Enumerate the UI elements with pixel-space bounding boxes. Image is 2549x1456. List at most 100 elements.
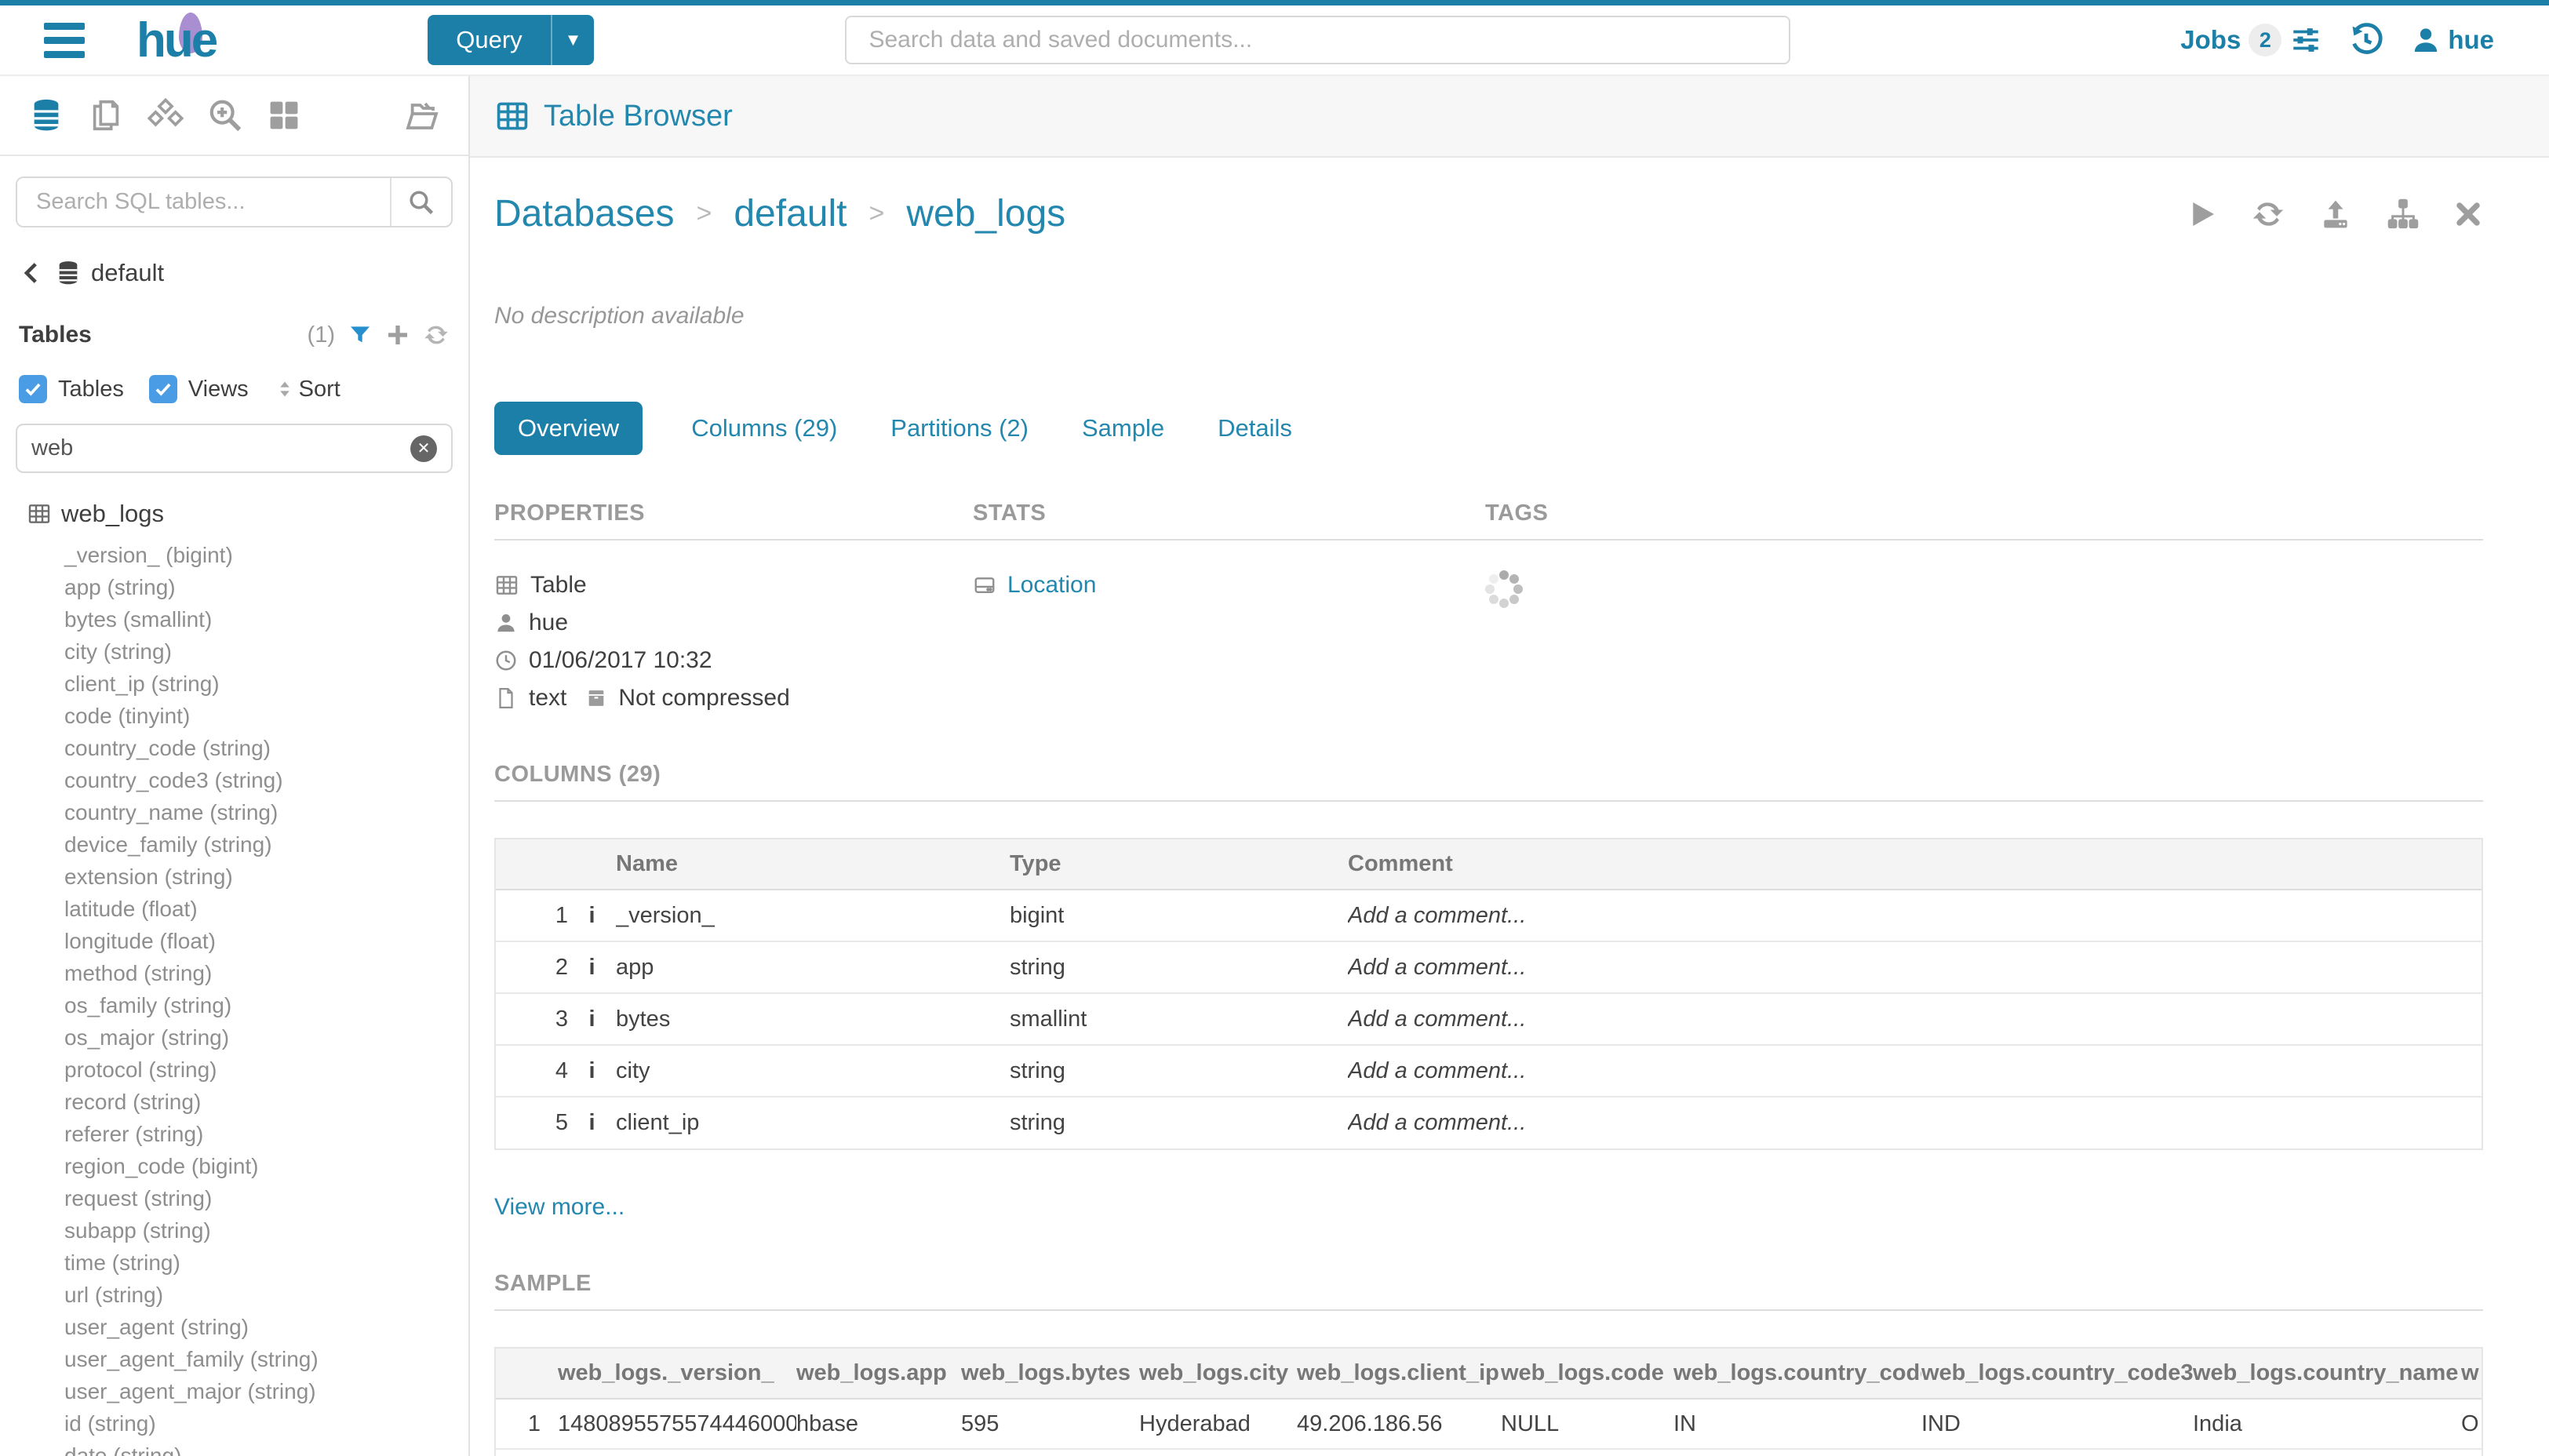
sidebar-column-item[interactable]: time (string)	[64, 1250, 180, 1276]
database-breadcrumb[interactable]: default	[19, 259, 468, 287]
add-table-icon[interactable]	[385, 322, 410, 348]
refresh-table-button[interactable]	[2251, 197, 2285, 231]
column-name-link[interactable]: client_ip	[616, 1110, 700, 1135]
info-icon[interactable]: i	[568, 941, 616, 994]
sidebar-column-item[interactable]: _version_ (bigint)	[64, 543, 233, 568]
views-checkbox[interactable]	[148, 375, 177, 404]
archive-icon	[589, 690, 604, 706]
hue-logo[interactable]: hue	[137, 12, 218, 68]
global-search-input[interactable]	[845, 16, 1791, 64]
sidebar-column-item[interactable]: region_code (bigint)	[64, 1154, 259, 1179]
stats-title: STATS	[973, 500, 1047, 526]
sidebar-column-item[interactable]: os_family (string)	[64, 993, 232, 1018]
sidebar-column-item[interactable]: bytes (smallint)	[64, 607, 213, 632]
sidebar-column-item[interactable]: extension (string)	[64, 864, 233, 890]
refresh-tables-icon[interactable]	[423, 322, 450, 348]
sidebar-column-item[interactable]: user_agent_family (string)	[64, 1347, 319, 1372]
view-more-link[interactable]: View more...	[494, 1194, 625, 1220]
sidebar-column-item[interactable]: os_major (string)	[64, 1025, 230, 1050]
table-name-filter-input[interactable]	[31, 435, 410, 462]
sql-table-search-input[interactable]	[17, 178, 390, 227]
history-button[interactable]	[2349, 23, 2383, 57]
column-name-link[interactable]: app	[616, 941, 1010, 994]
column-name-link[interactable]: city	[616, 1045, 1010, 1097]
search-assist-icon[interactable]	[207, 97, 243, 133]
column-comment[interactable]: Add a comment...	[1348, 993, 2482, 1046]
breadcrumb-item[interactable]: default	[734, 193, 847, 235]
column-name-link[interactable]: bytes	[616, 993, 1010, 1046]
import-button[interactable]	[2318, 197, 2353, 231]
sort-control[interactable]: Sort	[274, 377, 340, 402]
functions-assist-icon[interactable]	[147, 97, 184, 133]
sidebar-column-item[interactable]: url (string)	[64, 1283, 164, 1308]
assist-sidebar: default Tables (1)	[0, 76, 470, 1456]
sidebar-column-item[interactable]: user_agent_major (string)	[64, 1379, 316, 1404]
table-tree-item[interactable]: web_logs	[27, 500, 468, 528]
tab-partitions-2[interactable]: Partitions (2)	[886, 402, 1033, 455]
tab-overview[interactable]: Overview	[494, 402, 643, 455]
overview-sections: PROPERTIES Table	[494, 500, 2483, 712]
sidebar-column-item[interactable]: referer (string)	[64, 1122, 204, 1147]
info-icon[interactable]: i	[568, 890, 616, 942]
sidebar-column-item[interactable]: method (string)	[64, 961, 213, 986]
menu-button[interactable]	[44, 22, 85, 58]
column-comment[interactable]: Add a comment...	[1348, 941, 2482, 994]
sidebar-column-item[interactable]: date (string)	[64, 1443, 182, 1456]
table-description[interactable]: No description available	[494, 303, 745, 329]
info-icon[interactable]: i	[568, 993, 616, 1046]
views-checkbox-label[interactable]: Views	[188, 376, 249, 402]
user-menu[interactable]: hue	[2410, 24, 2494, 56]
location-link[interactable]: Location	[1007, 572, 1097, 598]
column-comment[interactable]: Add a comment...	[1348, 890, 2482, 942]
sidebar-column-item[interactable]: id (string)	[64, 1411, 156, 1436]
sidebar-column-item[interactable]: latitude (float)	[64, 897, 198, 922]
query-caret-button[interactable]: ▼	[550, 15, 595, 65]
sample-title: SAMPLE	[494, 1271, 592, 1296]
column-comment[interactable]: Add a comment...	[1348, 1110, 1527, 1135]
breadcrumb-item[interactable]: web_logs	[906, 193, 1066, 235]
documents-assist-icon[interactable]	[88, 97, 124, 133]
tab-sample[interactable]: Sample	[1077, 402, 1169, 455]
sidebar-column-item[interactable]: country_code3 (string)	[64, 768, 283, 793]
sidebar-column-item[interactable]: client_ip (string)	[64, 672, 220, 697]
sql-assist-icon[interactable]	[28, 97, 64, 133]
sidebar-column-item[interactable]: city (string)	[64, 639, 172, 664]
sidebar-column-item[interactable]: request (string)	[64, 1186, 213, 1211]
drive-icon	[974, 577, 995, 593]
sidebar-column-item[interactable]: subapp (string)	[64, 1218, 211, 1243]
sliders-icon[interactable]	[2289, 24, 2322, 56]
database-name: default	[91, 259, 165, 287]
sidebar-column-item[interactable]: code (tinyint)	[64, 704, 191, 729]
sidebar-column-item[interactable]: protocol (string)	[64, 1057, 217, 1083]
sidebar-column-item[interactable]: longitude (float)	[64, 929, 217, 954]
tables-checkbox-label[interactable]: Tables	[58, 376, 124, 402]
apps-grid-icon[interactable]	[267, 98, 301, 133]
query-button[interactable]: Query	[428, 15, 551, 65]
breadcrumb-item[interactable]: Databases	[494, 193, 675, 235]
sidebar-column-item[interactable]: record (string)	[64, 1090, 202, 1115]
sidebar-column-item[interactable]: user_agent (string)	[64, 1315, 249, 1340]
sidebar-column-item[interactable]: app (string)	[64, 575, 176, 600]
column-comment[interactable]: Add a comment...	[1348, 1045, 2482, 1097]
database-icon	[59, 261, 78, 285]
info-icon[interactable]: i	[588, 1110, 595, 1135]
tab-columns-29[interactable]: Columns (29)	[686, 402, 842, 455]
sidebar-column-item[interactable]: country_name (string)	[64, 800, 279, 825]
folder-open-icon[interactable]	[402, 96, 440, 134]
table-browser-icon	[497, 102, 528, 130]
tables-checkbox[interactable]	[19, 375, 47, 404]
clear-filter-icon[interactable]: ✕	[410, 435, 437, 462]
sql-table-search-button[interactable]	[390, 178, 451, 227]
close-button[interactable]	[2453, 199, 2483, 229]
filter-icon[interactable]	[348, 322, 373, 348]
tab-details[interactable]: Details	[1213, 402, 1297, 455]
sidebar-column-item[interactable]: country_code (string)	[64, 736, 271, 761]
column-name-link[interactable]: _version_	[616, 890, 1010, 942]
info-icon[interactable]: i	[568, 1045, 616, 1097]
sidebar-column-item[interactable]: device_family (string)	[64, 832, 272, 857]
query-table-button[interactable]	[2187, 198, 2218, 230]
jobs-link[interactable]: Jobs 2	[2180, 24, 2322, 56]
lineage-button[interactable]	[2386, 197, 2420, 231]
table-actions	[2187, 197, 2483, 231]
query-split-button: Query ▼	[428, 15, 595, 65]
